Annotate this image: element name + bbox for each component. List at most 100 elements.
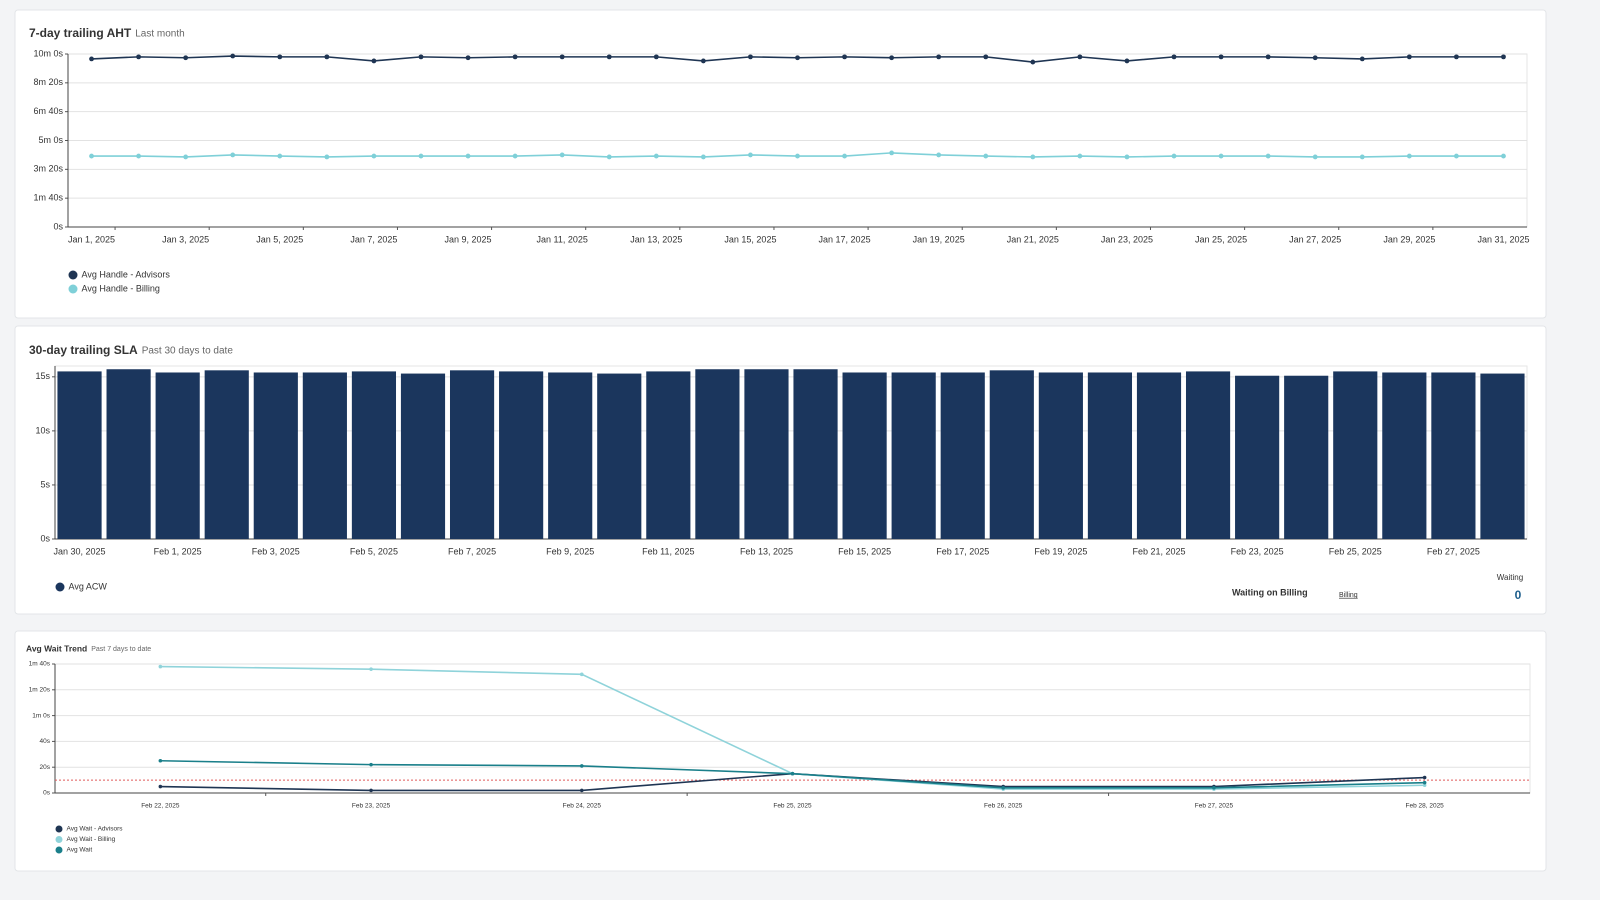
legend-swatch (55, 582, 65, 592)
chart-subtitle: Last month (135, 29, 184, 40)
data-point (842, 54, 847, 60)
data-point (889, 55, 895, 61)
data-point (1422, 780, 1427, 785)
widget-link[interactable]: Billing (1339, 592, 1358, 599)
data-point (1077, 153, 1083, 159)
x-tick-label: Jan 31, 2025 (1477, 234, 1529, 244)
data-point (1212, 786, 1216, 790)
bar (1333, 371, 1378, 539)
data-point (1030, 154, 1036, 160)
bar (842, 372, 887, 539)
data-point (936, 152, 942, 158)
data-point (606, 54, 612, 60)
bar (695, 369, 740, 539)
bar (548, 372, 593, 539)
y-tick-label: 3m 20s (33, 164, 63, 174)
chart-title: 7-day trailing AHT (29, 26, 132, 40)
x-tick-label: Jan 13, 2025 (630, 234, 682, 244)
bar (1284, 375, 1329, 539)
data-point (579, 788, 584, 793)
x-tick-label: Jan 15, 2025 (724, 234, 776, 244)
data-point (579, 672, 584, 677)
data-point (1312, 154, 1318, 160)
data-point (324, 154, 330, 160)
data-point (277, 153, 283, 159)
data-point (936, 54, 942, 60)
data-point (1265, 153, 1271, 159)
legend-label: Avg Handle - Advisors (82, 269, 171, 279)
y-tick-label: 40s (40, 738, 51, 745)
x-tick-label: Feb 22, 2025 (141, 803, 180, 810)
x-tick-label: Jan 25, 2025 (1195, 234, 1247, 244)
data-point (418, 54, 424, 60)
x-tick-label: Jan 27, 2025 (1289, 234, 1341, 244)
data-point (1359, 154, 1365, 160)
bar (891, 372, 936, 539)
bar (940, 372, 985, 539)
data-point (983, 153, 989, 159)
panel (14, 9, 1547, 319)
x-tick-label: Feb 23, 2025 (352, 803, 391, 810)
data-point (842, 153, 847, 159)
legend-label: Avg ACW (69, 581, 108, 591)
bar (1431, 372, 1476, 539)
y-tick-label: 10m 0s (33, 48, 63, 58)
bar (351, 371, 397, 539)
bar (1087, 372, 1133, 539)
legend-label: Avg Wait (67, 847, 93, 854)
bar (499, 371, 544, 539)
x-tick-label: Jan 21, 2025 (1007, 234, 1059, 244)
x-tick-label: Jan 7, 2025 (350, 234, 397, 244)
data-point (369, 788, 373, 793)
data-point (559, 152, 565, 158)
data-point (748, 54, 753, 60)
bar (989, 370, 1034, 539)
data-point (1218, 153, 1224, 159)
bar (400, 373, 446, 539)
x-tick-label: Feb 26, 2025 (984, 803, 1023, 810)
legend-label: Avg Wait - Advisors (67, 826, 124, 833)
data-point (700, 154, 706, 160)
data-point (1454, 153, 1459, 159)
y-tick-label: 8m 20s (33, 77, 63, 87)
data-point (230, 53, 236, 59)
y-tick-label: 1m 40s (29, 661, 51, 668)
y-tick-label: 5m 0s (38, 135, 63, 145)
y-tick-label: 10s (35, 425, 50, 435)
data-point (371, 153, 377, 159)
x-tick-label: Feb 13, 2025 (740, 546, 793, 556)
data-point (465, 153, 471, 159)
bar (1185, 371, 1231, 539)
legend-label: Avg Wait - Billing (67, 836, 116, 843)
data-point (324, 54, 330, 60)
data-point (183, 154, 189, 160)
x-tick-label: Jan 1, 2025 (68, 234, 115, 244)
data-point (1454, 54, 1459, 60)
y-tick-label: 1m 40s (33, 193, 63, 203)
x-tick-label: Feb 11, 2025 (642, 546, 694, 556)
x-tick-label: Jan 17, 2025 (819, 234, 871, 244)
data-point (795, 55, 800, 61)
legend-label: Avg Handle - Billing (82, 283, 160, 293)
legend-swatch (55, 846, 63, 854)
data-point (158, 784, 163, 789)
data-point (277, 54, 283, 60)
y-tick-label: 0s (53, 221, 63, 231)
x-tick-label: Feb 27, 2025 (1195, 803, 1234, 810)
data-point (369, 667, 373, 671)
data-point (1422, 775, 1427, 780)
data-point (790, 771, 795, 776)
data-point (1501, 153, 1506, 159)
x-tick-label: Jan 9, 2025 (445, 234, 492, 244)
x-tick-label: Jan 11, 2025 (536, 234, 587, 244)
bar (57, 371, 102, 539)
data-point (579, 764, 584, 768)
chart-subtitle: Past 7 days to date (91, 646, 151, 653)
bar (253, 372, 298, 539)
x-tick-label: Feb 1, 2025 (154, 546, 202, 556)
data-point (136, 54, 141, 60)
data-point (465, 55, 471, 61)
widget-label: Waiting (1497, 573, 1523, 582)
legend-swatch (68, 284, 78, 294)
